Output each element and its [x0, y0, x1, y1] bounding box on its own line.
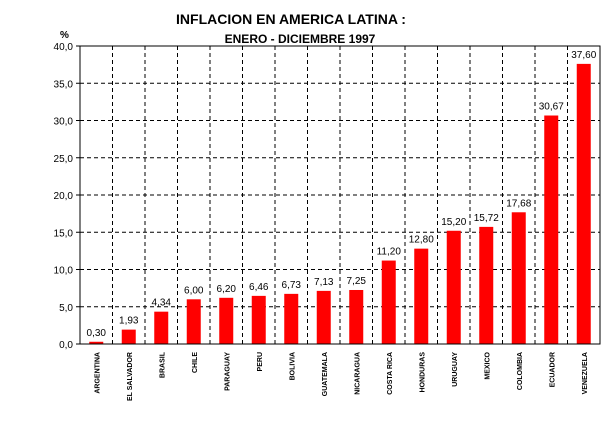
x-tick-label: URUGUAY: [452, 352, 459, 387]
data-label: 6,20: [217, 284, 237, 295]
data-label: 11,20: [377, 247, 402, 258]
y-axis-ticks: 0,0 5,0 10,0 15,0 20,0 25,0 30,0 35,0 40,0: [54, 42, 80, 351]
y-tick-label: 15,0: [54, 228, 74, 239]
y-tick-label: 0,0: [59, 340, 73, 351]
data-labels: 0,30 1,93 4,34 6,00 6,20 6,46 6,73 7,13 7,25 11,2…: [87, 50, 597, 339]
data-label: 17,68: [506, 198, 531, 209]
x-tick-label: ECUADOR: [549, 352, 556, 387]
bar: [511, 212, 526, 344]
y-tick-label: 30,0: [54, 117, 74, 128]
x-tick-label: GUATEMALA: [322, 352, 329, 396]
x-tick-label: ARGENTINA: [94, 352, 101, 394]
bar: [349, 289, 364, 344]
bar: [284, 293, 299, 344]
bar: [479, 226, 494, 344]
bar: [316, 290, 331, 344]
data-label: 15,72: [474, 213, 499, 224]
data-label: 4,34: [152, 298, 172, 309]
y-tick-label: 25,0: [54, 154, 74, 165]
data-label: 12,80: [409, 235, 434, 246]
x-tick-label: PARAGUAY: [224, 352, 231, 391]
y-tick-label: 10,0: [54, 266, 74, 277]
x-axis-ticks: ARGENTINA EL SALVADOR BRASIL CHILE PARAGUAY P…: [94, 351, 589, 401]
bar: [381, 260, 396, 344]
x-tick-label: BRASIL: [159, 351, 166, 378]
bar: [89, 341, 104, 344]
data-label: 6,46: [249, 282, 269, 293]
x-tick-label: EL SALVADOR: [127, 352, 134, 401]
x-tick-label: MEXICO: [484, 351, 491, 379]
x-tick-label: VENEZUELA: [582, 352, 589, 394]
plot-frame: [79, 45, 601, 345]
chart-title: INFLACION EN AMERICA LATINA :: [176, 11, 406, 27]
x-tick-label: HONDURAS: [419, 352, 426, 393]
y-tick-label: 35,0: [54, 79, 74, 90]
bar: [576, 63, 591, 344]
bar: [414, 248, 429, 344]
y-tick-label: 20,0: [54, 191, 74, 202]
y-axis-label: %: [60, 30, 69, 41]
x-tick-label: CHILE: [192, 352, 199, 373]
data-label: 37,60: [571, 50, 596, 61]
bars: [89, 63, 591, 344]
data-label: 6,73: [282, 280, 302, 291]
bar: [219, 297, 234, 344]
x-tick-label: COSTA RICA: [387, 352, 394, 395]
data-label: 15,20: [441, 217, 466, 228]
x-tick-label: NICARAGUA: [354, 352, 361, 395]
bar: [446, 230, 461, 344]
data-label: 6,00: [184, 285, 204, 296]
data-label: 0,30: [87, 328, 107, 339]
x-tick-label: BOLIVIA: [289, 352, 296, 380]
data-label: 1,93: [119, 316, 139, 327]
bar: [154, 311, 169, 344]
bar: [544, 115, 559, 344]
data-label: 7,25: [347, 276, 367, 287]
bar: [186, 299, 201, 344]
data-label: 30,67: [539, 102, 564, 113]
bar: [251, 295, 266, 344]
chart-subtitle: ENERO - DICIEMBRE 1997: [225, 32, 376, 46]
data-label: 7,13: [314, 277, 334, 288]
y-tick-label: 5,0: [59, 303, 73, 314]
bar: [121, 329, 136, 344]
x-tick-label: PERU: [257, 352, 264, 371]
y-tick-label: 40,0: [54, 42, 74, 53]
x-tick-label: COLOMBIA: [517, 352, 524, 390]
axes: [79, 45, 601, 345]
